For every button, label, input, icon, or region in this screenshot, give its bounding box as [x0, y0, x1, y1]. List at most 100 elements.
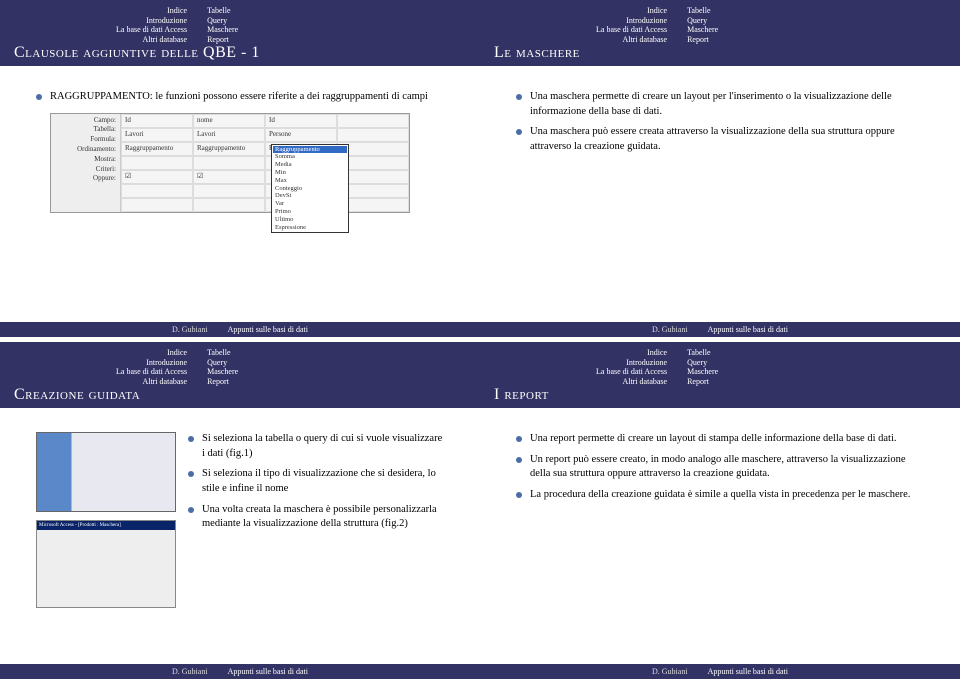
- nav-link[interactable]: Tabelle: [207, 348, 238, 358]
- nav: Indice Introduzione La base di dati Acce…: [488, 4, 952, 44]
- bullet-item: RAGGRUPPAMENTO: le funzioni possono esse…: [36, 90, 444, 213]
- nav-link[interactable]: Maschere: [207, 25, 238, 35]
- dd-item[interactable]: Max: [273, 177, 347, 185]
- label: Mostra:: [55, 155, 116, 165]
- nav-link[interactable]: Indice: [116, 6, 187, 16]
- nav-link[interactable]: Report: [687, 377, 718, 387]
- dd-item[interactable]: Ultimo: [273, 216, 347, 224]
- bullet-text: RAGGRUPPAMENTO: le funzioni possono esse…: [50, 91, 428, 102]
- nav-link[interactable]: La base di dati Access: [116, 25, 187, 35]
- bullet-item: Una maschera può essere creata attravers…: [516, 125, 924, 154]
- slide-1: Indice Introduzione La base di dati Acce…: [0, 0, 480, 342]
- cell: [193, 198, 265, 212]
- bullet-item: Una maschera permette di creare un layou…: [516, 90, 924, 119]
- nav-col2: Tabelle Query Maschere Report: [207, 6, 238, 44]
- cell: [337, 114, 409, 128]
- nav-col1: Indice Introduzione La base di dati Acce…: [596, 6, 667, 44]
- content: RAGGRUPPAMENTO: le funzioni possono esse…: [0, 66, 480, 322]
- nav-link[interactable]: Maschere: [687, 25, 718, 35]
- bullet-column: Si seleziona la tabella o query di cui s…: [188, 432, 444, 608]
- nav-link[interactable]: Report: [207, 377, 238, 387]
- bullet-item: Si seleziona il tipo di visualizzazione …: [188, 467, 444, 496]
- nav-link[interactable]: Report: [207, 35, 238, 45]
- bullet-item: La procedura della creazione guidata è s…: [516, 488, 924, 503]
- nav-link[interactable]: La base di dati Access: [596, 367, 667, 377]
- nav-link[interactable]: Altri database: [116, 377, 187, 387]
- footer: D. Gubiani Appunti sulle basi di dati: [0, 664, 480, 679]
- footer-doc: Appunti sulle basi di dati: [708, 667, 788, 676]
- cell: Persone: [265, 128, 337, 142]
- nav-link[interactable]: Introduzione: [596, 358, 667, 368]
- cell: [121, 184, 193, 198]
- nav-link[interactable]: Query: [687, 16, 718, 26]
- slide-2: Indice Introduzione La base di dati Acce…: [480, 0, 960, 342]
- nav-link[interactable]: Altri database: [116, 35, 187, 45]
- nav-link[interactable]: Introduzione: [596, 16, 667, 26]
- bullet-list: Una report permette di creare un layout …: [516, 432, 924, 503]
- dd-item[interactable]: Var: [273, 200, 347, 208]
- cell: [193, 184, 265, 198]
- nav-link[interactable]: Maschere: [207, 367, 238, 377]
- formula-dropdown[interactable]: Raggruppamento Somma Media Min Max Conte…: [271, 144, 349, 234]
- nav-link[interactable]: Query: [687, 358, 718, 368]
- nav-link[interactable]: Introduzione: [116, 16, 187, 26]
- bullet-list: RAGGRUPPAMENTO: le funzioni possono esse…: [36, 90, 444, 213]
- nav-link[interactable]: Maschere: [687, 367, 718, 377]
- cell: [337, 128, 409, 142]
- access-screenshot: Campo: Tabella: Formula: Ordinamento: Mo…: [50, 113, 410, 213]
- footer-doc: Appunti sulle basi di dati: [228, 667, 308, 676]
- slide-3: Indice Introduzione La base di dati Acce…: [0, 342, 480, 684]
- nav-link[interactable]: Tabelle: [207, 6, 238, 16]
- nav-link[interactable]: Report: [687, 35, 718, 45]
- cell: [121, 156, 193, 170]
- footer-author: D. Gubiani: [652, 325, 688, 334]
- dd-item[interactable]: Media: [273, 161, 347, 169]
- slide-title: Le maschere: [494, 44, 580, 62]
- bullet-item: Si seleziona la tabella o query di cui s…: [188, 432, 444, 461]
- dd-item[interactable]: Min: [273, 169, 347, 177]
- bullet-item: Un report può essere creato, in modo ana…: [516, 453, 924, 482]
- cell: Raggruppamento: [121, 142, 193, 156]
- label: Tabella:: [55, 125, 116, 135]
- nav: Indice Introduzione La base di dati Acce…: [488, 346, 952, 386]
- nav-link[interactable]: La base di dati Access: [116, 367, 187, 377]
- dd-item[interactable]: Raggruppamento: [273, 146, 347, 154]
- nav-link[interactable]: La base di dati Access: [596, 25, 667, 35]
- slide-title: Clausole aggiuntive delle QBE - 1: [14, 44, 260, 62]
- label: Criteri:: [55, 165, 116, 175]
- nav-link[interactable]: Indice: [596, 6, 667, 16]
- dd-item[interactable]: Somma: [273, 153, 347, 161]
- dd-item[interactable]: Espressione: [273, 224, 347, 232]
- dd-item[interactable]: DevSt: [273, 192, 347, 200]
- slide-title: I report: [494, 386, 549, 404]
- label: Ordinamento:: [55, 145, 116, 155]
- nav-link[interactable]: Introduzione: [116, 358, 187, 368]
- bullet-item: Una volta creata la maschera è possibile…: [188, 503, 444, 532]
- nav-link[interactable]: Query: [207, 16, 238, 26]
- cell: ☑: [193, 170, 265, 184]
- bullet-list: Una maschera permette di creare un layou…: [516, 90, 924, 155]
- nav-link[interactable]: Tabelle: [687, 6, 718, 16]
- dd-item[interactable]: Primo: [273, 208, 347, 216]
- nav-link[interactable]: Indice: [596, 348, 667, 358]
- footer-doc: Appunti sulle basi di dati: [228, 325, 308, 334]
- nav-link[interactable]: Tabelle: [687, 348, 718, 358]
- header: Indice Introduzione La base di dati Acce…: [480, 342, 960, 408]
- access-form-screenshot: Microsoft Access - [Prodotti : Maschera]: [36, 520, 176, 608]
- nav-link[interactable]: Altri database: [596, 35, 667, 45]
- nav: Indice Introduzione La base di dati Acce…: [8, 4, 472, 44]
- footer: D. Gubiani Appunti sulle basi di dati: [0, 322, 480, 337]
- dd-item[interactable]: Conteggio: [273, 185, 347, 193]
- access-row-labels: Campo: Tabella: Formula: Ordinamento: Mo…: [51, 114, 121, 212]
- nav-link[interactable]: Query: [207, 358, 238, 368]
- cell: Id: [121, 114, 193, 128]
- nav-link[interactable]: Altri database: [596, 377, 667, 387]
- access-grid: Id nome Id Lavori Lavori Persone Raggrup…: [121, 114, 409, 212]
- nav-link[interactable]: Indice: [116, 348, 187, 358]
- cell: Lavori: [193, 128, 265, 142]
- footer-doc: Appunti sulle basi di dati: [708, 325, 788, 334]
- cell: [193, 156, 265, 170]
- slide-4: Indice Introduzione La base di dati Acce…: [480, 342, 960, 684]
- footer: D. Gubiani Appunti sulle basi di dati: [480, 322, 960, 337]
- footer-author: D. Gubiani: [172, 667, 208, 676]
